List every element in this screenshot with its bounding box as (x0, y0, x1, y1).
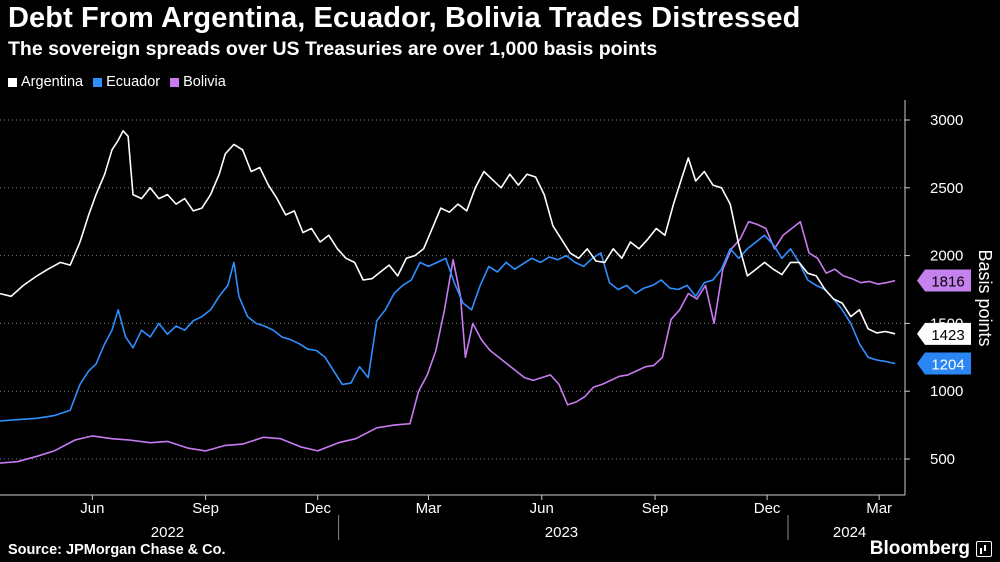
y-tick-label: 1000 (930, 383, 963, 400)
x-year-label: 2022 (151, 524, 184, 541)
series-line-argentina (0, 130, 896, 335)
x-tick-label: Jun (530, 500, 554, 517)
y-tick-label: 2500 (930, 180, 963, 197)
end-label-box-ecuador (917, 352, 971, 375)
end-label-argentina: 1423 (931, 327, 964, 344)
legend-item-bolivia: Bolivia (170, 74, 226, 90)
series-lines (0, 130, 896, 464)
legend-item-ecuador: Ecuador (93, 74, 160, 90)
source-note: Source: JPMorgan Chase & Co. (8, 542, 226, 558)
end-label-ecuador: 1204 (931, 357, 964, 374)
axes: 50010001500200025003000JunSepDecMarJunSe… (0, 100, 963, 541)
end-label-bolivia: 1816 (931, 274, 964, 291)
chart-subtitle: The sovereign spreads over US Treasuries… (8, 38, 658, 60)
bloomberg-chart-icon (976, 541, 992, 557)
x-tick-label: Dec (304, 500, 331, 517)
series-line-ecuador (0, 234, 896, 422)
x-year-label: 2023 (545, 524, 578, 541)
x-tick-label: Sep (642, 500, 669, 517)
legend-label-bolivia: Bolivia (183, 74, 226, 90)
end-label-box-bolivia (917, 269, 971, 292)
x-tick-label: Mar (866, 500, 892, 517)
y-tick-label: 500 (930, 451, 955, 468)
x-tick-label: Sep (192, 500, 219, 517)
end-labels: 1423 1204 1816 (917, 269, 971, 375)
x-tick-label: Jun (80, 500, 104, 517)
legend-item-argentina: Argentina (8, 74, 83, 90)
brand-logo: Bloomberg (870, 538, 992, 560)
x-year-label: 2024 (833, 524, 866, 541)
brand-name: Bloomberg (869, 538, 970, 559)
y-axis-title: Basis points (975, 249, 995, 346)
legend-label-ecuador: Ecuador (106, 74, 161, 90)
chart-title: Debt From Argentina, Ecuador, Bolivia Tr… (8, 2, 801, 34)
x-tick-label: Mar (416, 500, 442, 517)
y-tick-label: 3000 (930, 112, 963, 129)
legend-swatch-ecuador (93, 77, 103, 87)
legend-label-argentina: Argentina (21, 74, 84, 90)
legend-swatch-bolivia (170, 77, 180, 87)
end-label-box-argentina (917, 322, 971, 345)
x-tick-label: Dec (754, 500, 781, 517)
grid (0, 119, 905, 460)
y-tick-label: 2000 (930, 248, 963, 265)
legend-swatch-argentina (8, 77, 17, 87)
series-line-bolivia (0, 220, 896, 464)
legend: Argentina Ecuador Bolivia (8, 74, 226, 90)
